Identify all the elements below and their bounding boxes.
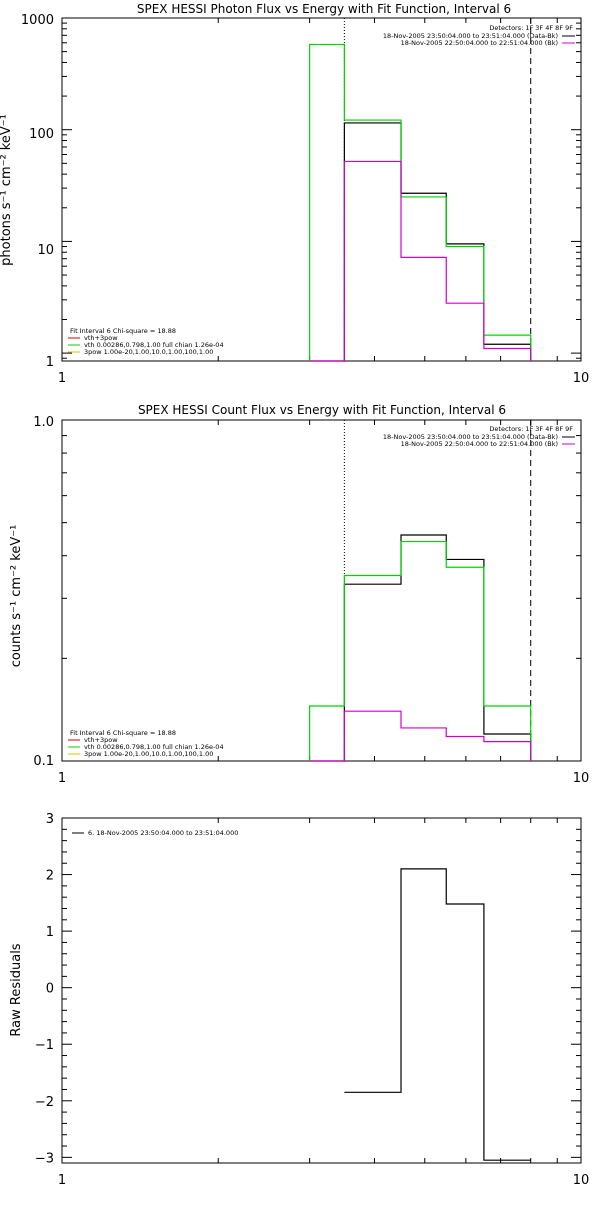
panel3-y-ticks: −3 −2 −1 0 1 2 3 [35, 812, 54, 1166]
residuals-panel: Raw Residuals 1 10 6. 18-Nov-2005 23:50:… [9, 812, 589, 1188]
panel1-legend-3pow-text: 3pow 1.00e-20,1.00,10.0,1.00,100,1.00 [84, 348, 213, 356]
panel2-legend-bk-text: 18-Nov-2005 22:50:04.000 to 22:51:04.000… [401, 440, 558, 448]
panel3-x-tick-label: 10 [573, 1173, 590, 1188]
panel2-detectors-text: Detectors: 1F 3F 4F 8F 9F [489, 425, 573, 433]
panel1-legend-data-text: 18-Nov-2005 23:50:04.000 to 23:51:04.000… [383, 32, 558, 40]
panel3-y-tick-label: 3 [46, 812, 54, 827]
panel2-y-tick-label: 1.0 [33, 415, 54, 430]
panel3-y-tick-label: −1 [35, 1038, 54, 1053]
histogram-series-magenta [309, 160, 532, 362]
panel2-y-axis-label: counts s⁻¹ cm⁻² keV⁻¹ [9, 525, 24, 668]
panel1-legend-bk-text: 18-Nov-2005 22:50:04.000 to 22:51:04.000… [401, 39, 558, 47]
panel3-top-legend: 6. 18-Nov-2005 23:50:04.000 to 23:51:04.… [72, 829, 238, 837]
panel1-y-tick-label: 100 [29, 127, 54, 142]
panel1-x-tick-label: 1 [58, 371, 66, 386]
panel3-y-tick-label: −3 [35, 1151, 54, 1166]
chart-marks [62, 17, 581, 1163]
panel3-y-tick-label: 0 [46, 982, 54, 997]
panel1-plot-frame [61, 17, 582, 362]
panel1-legend-total-text: vth+3pow [84, 334, 118, 342]
panel1-title: SPEX HESSI Photon Flux vs Energy with Fi… [137, 2, 511, 16]
panel3-y-tick-label: 1 [46, 925, 54, 940]
histogram-series-black [309, 534, 532, 762]
panel2-legend-vth-text: vth 0.00286,0.798,1.00 full chian 1.26e-… [84, 743, 224, 751]
panel3-x-tick-label: 1 [58, 1173, 66, 1188]
photon-flux-panel: SPEX HESSI Photon Flux vs Energy with Fi… [0, 2, 589, 386]
histogram-series-magenta [309, 710, 532, 762]
panel1-y-tick-label: 1000 [21, 13, 54, 28]
panel2-y-tick-label: 0.1 [33, 754, 54, 769]
panel2-top-legend: Detectors: 1F 3F 4F 8F 9F 18-Nov-2005 23… [383, 425, 575, 448]
panel3-plot-frame [61, 817, 582, 1164]
panel2-legend-3pow-text: 3pow 1.00e-20,1.00,10.0,1.00,100,1.00 [84, 750, 213, 758]
panel1-y-tick-label: 1 [46, 355, 54, 370]
panel3-y-tick-label: 2 [46, 869, 54, 884]
panel2-x-tick-label: 1 [58, 771, 66, 786]
panel1-detectors-text: Detectors: 1F 3F 4F 8F 9F [489, 24, 573, 32]
panel1-x-tick-label: 10 [573, 371, 590, 386]
panel1-top-legend: Detectors: 1F 3F 4F 8F 9F 18-Nov-2005 23… [383, 24, 575, 47]
panel3-y-axis-label: Raw Residuals [9, 943, 24, 1036]
panel2-legend-data-text: 18-Nov-2005 23:50:04.000 to 23:51:04.000… [383, 433, 558, 441]
panel2-plot-frame [61, 419, 582, 762]
panel2-legend-total-text: vth+3pow [84, 736, 118, 744]
panel1-fit-interval-text: Fit Interval 6 Chi-square = 18.88 [70, 327, 176, 335]
histogram-series-green [309, 43, 532, 361]
panel2-fit-interval-text: Fit Interval 6 Chi-square = 18.88 [70, 729, 176, 737]
histogram-series-green [309, 540, 532, 761]
panel2-bottom-legend: Fit Interval 6 Chi-square = 18.88 vth+3p… [68, 729, 224, 758]
count-flux-panel: SPEX HESSI Count Flux vs Energy with Fit… [9, 403, 589, 786]
panel1-y-axis-label: photons s⁻¹ cm⁻² keV⁻¹ [0, 114, 14, 266]
histogram-series-black [309, 122, 532, 362]
panel3-y-tick-label: −2 [35, 1095, 54, 1110]
panel2-x-tick-label: 10 [573, 771, 590, 786]
panel3-legend-text: 6. 18-Nov-2005 23:50:04.000 to 23:51:04.… [88, 829, 238, 837]
histogram-series-black [344, 868, 531, 1161]
panel2-title: SPEX HESSI Count Flux vs Energy with Fit… [138, 403, 506, 417]
panel1-legend-vth-text: vth 0.00286,0.798,1.00 full chian 1.26e-… [84, 341, 224, 349]
panel1-bottom-legend: Fit Interval 6 Chi-square = 18.88 vth+3p… [68, 327, 224, 356]
panel1-y-tick-label: 10 [37, 243, 54, 258]
